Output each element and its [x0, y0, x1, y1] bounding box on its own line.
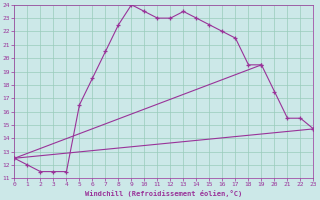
X-axis label: Windchill (Refroidissement éolien,°C): Windchill (Refroidissement éolien,°C) [85, 190, 243, 197]
